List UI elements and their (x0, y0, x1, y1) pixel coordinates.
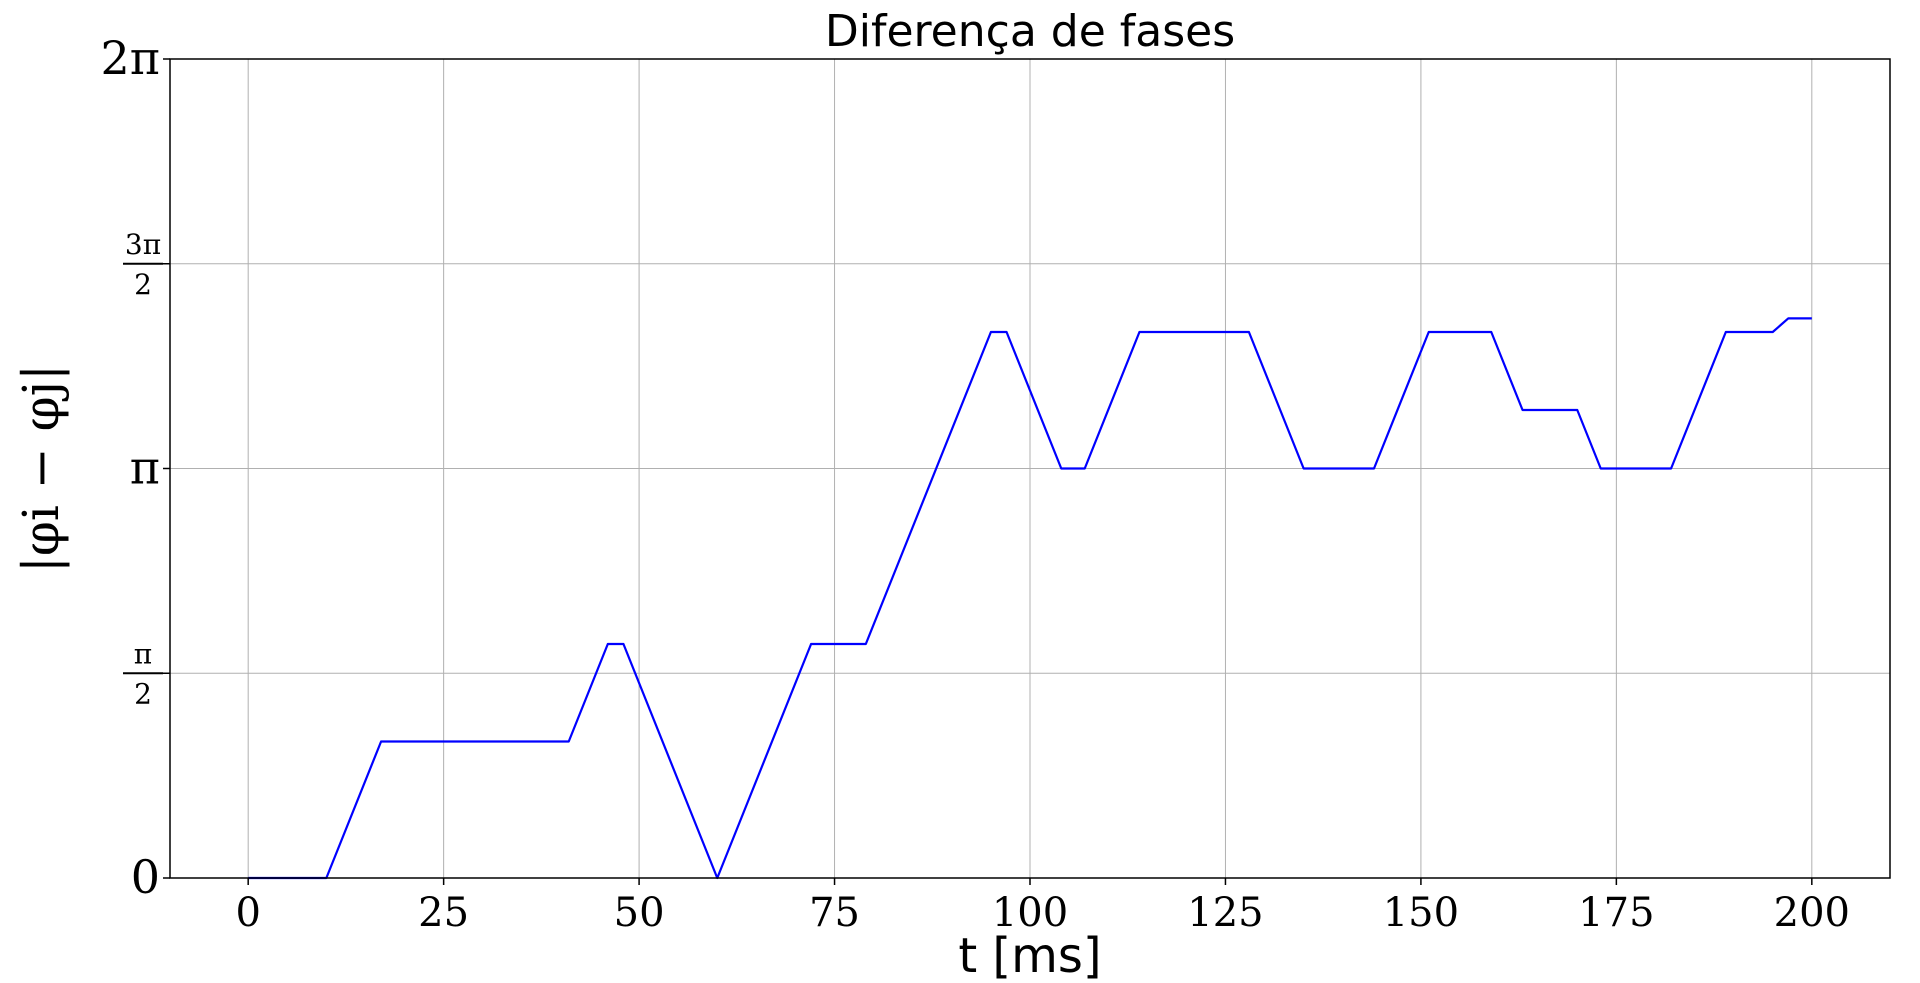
x-tick-label: 125 (1187, 890, 1263, 936)
y-tick-label: 3π2 (123, 228, 163, 301)
y-tick-label: π (130, 441, 160, 495)
x-tick-label: 75 (809, 890, 860, 936)
series-layer (248, 317, 1812, 880)
x-tick-label: 50 (614, 890, 665, 936)
y-tick-label: 0 (131, 850, 160, 904)
x-tick-label: 200 (1774, 890, 1850, 936)
tick-marks (163, 58, 1813, 885)
y-tick-denominator: 2 (134, 677, 152, 710)
y-tick-numerator: 3π (125, 228, 161, 261)
x-axis-label: t [ms] (958, 928, 1101, 983)
x-tick-label: 175 (1578, 890, 1654, 936)
x-tick-label: 0 (235, 890, 260, 936)
x-tick-label: 25 (418, 890, 469, 936)
series-line (248, 317, 1812, 880)
y-tick-denominator: 2 (134, 268, 152, 301)
y-tick-label: 2π (101, 31, 161, 85)
chart-title: Diferença de fases (825, 6, 1235, 57)
y-tick-numerator: π (134, 637, 152, 670)
y-tick-label: π2 (123, 637, 163, 710)
x-tick-label: 150 (1383, 890, 1459, 936)
y-axis-label: |φi − φj| (12, 364, 70, 573)
x-tick-label: 100 (992, 890, 1068, 936)
